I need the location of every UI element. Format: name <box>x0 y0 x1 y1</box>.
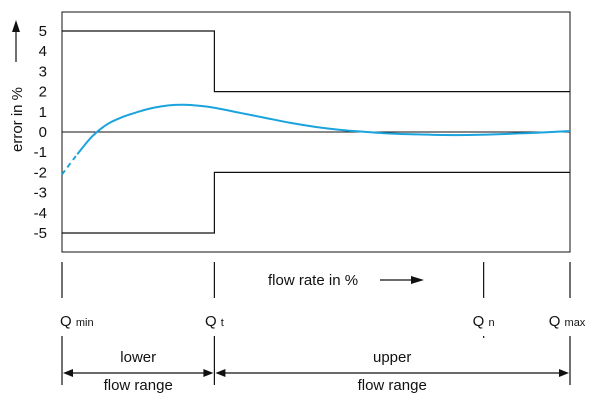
y-tick-label: 2 <box>39 84 47 101</box>
y-tick-label: 4 <box>39 43 47 60</box>
range-label-top: upper <box>373 349 411 366</box>
upper-tolerance-limit <box>62 30 570 93</box>
range-arrow-head-right <box>559 369 569 377</box>
marker-label: Q max <box>549 313 586 330</box>
y-axis-label: error in % <box>9 87 26 152</box>
lower-tolerance-limit <box>62 171 570 234</box>
range-label-bottom: flow range <box>358 377 427 394</box>
y-tick-label: -1 <box>34 144 47 161</box>
y-tick-label: 0 <box>39 124 47 141</box>
marker-label: Q n <box>473 313 495 330</box>
y-tick-label: 3 <box>39 63 47 80</box>
y-tick-label: -4 <box>34 205 47 222</box>
range-arrow-head-left <box>63 369 73 377</box>
y-axis-label-group: error in % <box>9 20 26 152</box>
range-label-top: lower <box>120 349 156 366</box>
y-tick-label: -5 <box>34 225 47 242</box>
marker-label: Q min <box>60 313 94 330</box>
range-arrow-head-right <box>203 369 214 377</box>
y-tick-label: 5 <box>39 23 47 40</box>
x-axis-label-group: flow rate in % <box>268 272 424 289</box>
tolerance-limits <box>62 30 570 234</box>
range-arrow-head-left <box>215 369 226 377</box>
y-tick-label: 1 <box>39 104 47 121</box>
y-tick-label: -2 <box>34 164 47 181</box>
y-tick-label: -3 <box>34 185 47 202</box>
y-tick-labels: 5 4 3 2 1 0 -1 -2 -3 -4 -5 <box>34 23 47 242</box>
y-axis-arrow-head <box>12 20 20 32</box>
error-curve-dashed <box>61 153 79 176</box>
range-label-bottom: flow range <box>104 377 173 394</box>
x-axis-label: flow rate in % <box>268 272 358 289</box>
error-curve <box>76 103 571 155</box>
marker-label: Q t <box>205 313 224 330</box>
flow-ranges: lower flow range upper flow range <box>63 349 569 394</box>
x-axis-arrow-head <box>411 276 424 284</box>
flow-markers: Q min Q t Q n Q max <box>60 262 586 385</box>
